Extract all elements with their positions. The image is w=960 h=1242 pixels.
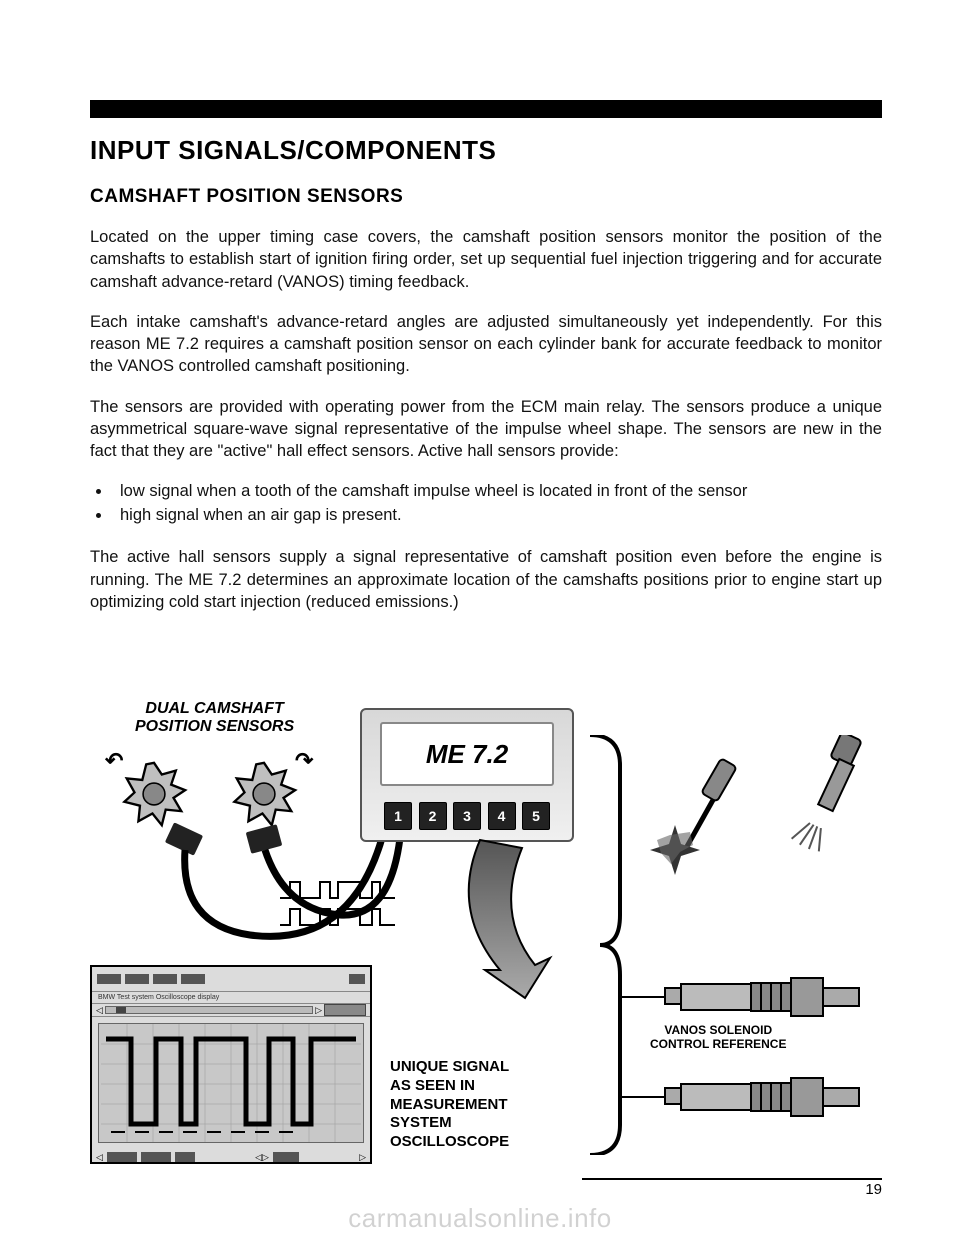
ecu-ports: 1 2 3 4 5 [384, 802, 550, 830]
fuel-injector-icon [790, 735, 890, 865]
ignition-spark-icon [635, 755, 785, 905]
square-wave-signal [280, 905, 400, 930]
scope-title: BMW Test system Oscilloscope display [98, 994, 219, 1001]
label-line: AS SEEN IN [390, 1077, 475, 1094]
page-number: 19 [865, 1181, 882, 1198]
ecu-module: ME 7.2 1 2 3 4 5 [360, 708, 574, 842]
slider-left-icon: ◁ [96, 1005, 103, 1016]
vanos-solenoid-label: VANOS SOLENOID CONTROL REFERENCE [650, 1023, 786, 1052]
square-wave-signal [280, 878, 400, 903]
label-line: OSCILLOSCOPE [390, 1133, 509, 1150]
scope-button [181, 974, 205, 984]
paragraph-1: Located on the upper timing case covers,… [90, 226, 882, 293]
scope-button [125, 974, 149, 984]
label-line: VANOS SOLENOID [664, 1023, 772, 1037]
vanos-solenoid-bottom [620, 1070, 880, 1125]
page: INPUT SIGNALS/COMPONENTS CAMSHAFT POSITI… [0, 0, 960, 1242]
scope-button [107, 1152, 137, 1162]
paragraph-2: Each intake camshaft's advance-retard an… [90, 311, 882, 378]
header-bar [90, 100, 882, 118]
scope-button [153, 974, 177, 984]
scope-tab [324, 1004, 366, 1016]
scope-slider: ◁ ▷ [92, 1004, 370, 1017]
label-line: UNIQUE SIGNAL [390, 1058, 509, 1075]
vanos-solenoid-top [620, 970, 880, 1025]
nav-right-icon: ▷ [359, 1152, 366, 1163]
diagram: DUAL CAMSHAFT POSITION SENSORS ↶ ↷ [90, 700, 882, 1162]
bullet-list: low signal when a tooth of the camshaft … [90, 480, 882, 528]
scope-bottom-bar: ◁ ◁▷ ▷ [92, 1149, 370, 1165]
ecu-port: 5 [522, 802, 550, 830]
scope-screen [98, 1023, 364, 1143]
scope-button [141, 1152, 171, 1162]
unique-signal-label: UNIQUE SIGNAL AS SEEN IN MEASUREMENT SYS… [390, 1058, 509, 1152]
slider-track [105, 1006, 313, 1014]
scope-button [175, 1152, 195, 1162]
output-arrow-icon [440, 830, 610, 1000]
scope-button [97, 974, 121, 984]
ecu-port: 4 [488, 802, 516, 830]
bullet-item: low signal when a tooth of the camshaft … [112, 480, 882, 504]
footer-rule [582, 1178, 882, 1180]
section-subtitle: CAMSHAFT POSITION SENSORS [90, 186, 882, 208]
ecu-port: 2 [419, 802, 447, 830]
watermark-text: carmanualsonline.info [0, 1203, 960, 1234]
label-line: MEASUREMENT [390, 1096, 508, 1113]
scope-title-row: BMW Test system Oscilloscope display [92, 992, 370, 1004]
slider-right-icon: ▷ [315, 1005, 322, 1016]
scope-button [349, 974, 365, 984]
ecu-label: ME 7.2 [380, 722, 554, 786]
scope-toolbar [92, 967, 370, 992]
ecu-port: 1 [384, 802, 412, 830]
label-line: CONTROL REFERENCE [650, 1037, 786, 1051]
nav-left-icon: ◁ [96, 1152, 103, 1163]
bullet-item: high signal when an air gap is present. [112, 504, 882, 528]
page-title: INPUT SIGNALS/COMPONENTS [90, 135, 882, 166]
paragraph-3: The sensors are provided with operating … [90, 396, 882, 463]
content-area: INPUT SIGNALS/COMPONENTS CAMSHAFT POSITI… [90, 135, 882, 631]
ecu-port: 3 [453, 802, 481, 830]
nav-icon: ◁▷ [255, 1152, 269, 1163]
label-line: SYSTEM [390, 1114, 452, 1131]
slider-thumb [116, 1007, 126, 1013]
paragraph-4: The active hall sensors supply a signal … [90, 546, 882, 613]
scope-button [273, 1152, 299, 1162]
oscilloscope-panel: BMW Test system Oscilloscope display ◁ ▷ [90, 965, 372, 1164]
